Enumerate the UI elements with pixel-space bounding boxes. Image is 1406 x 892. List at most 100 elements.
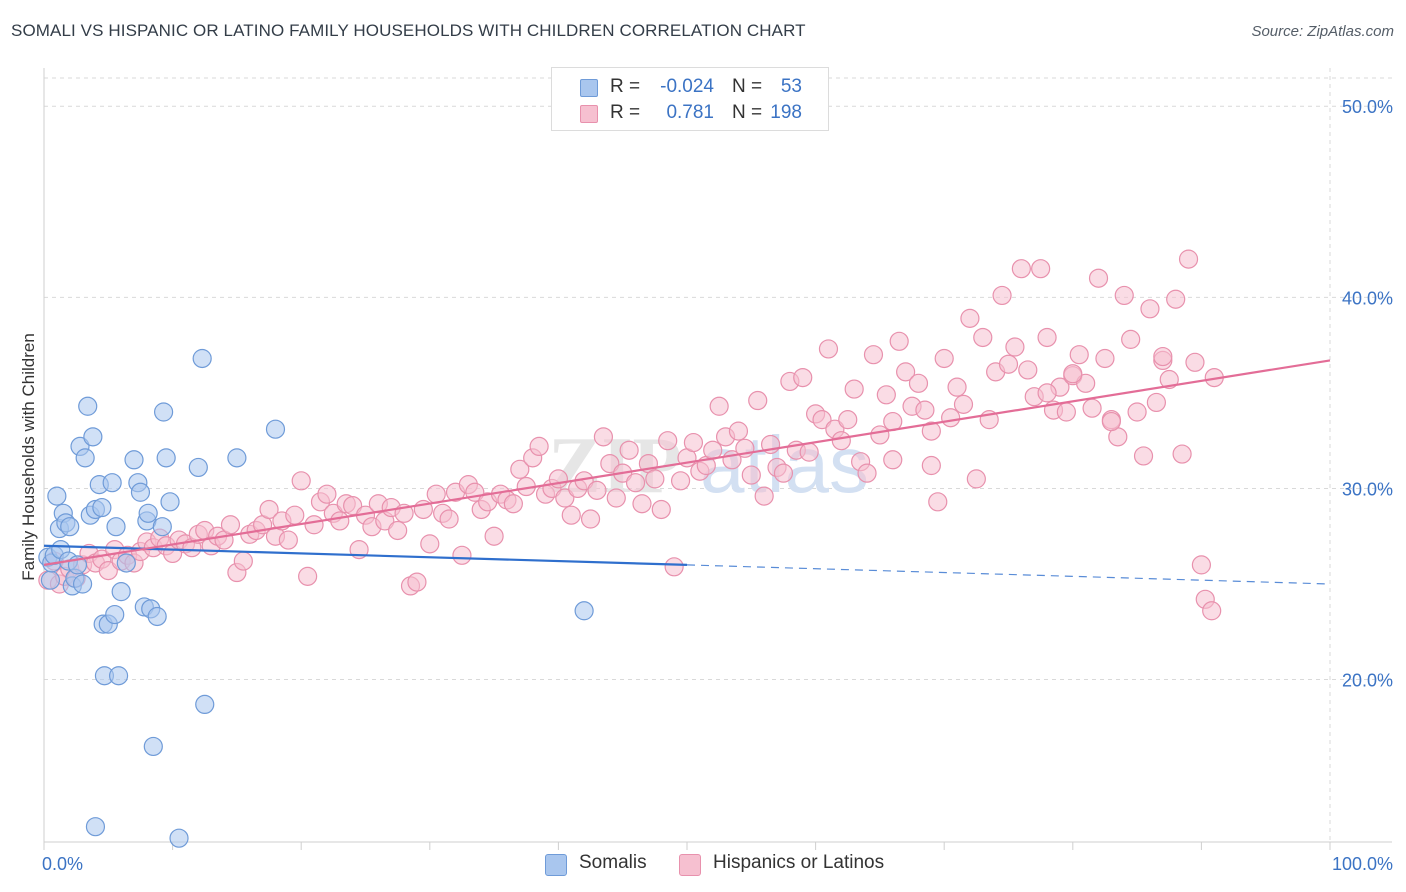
hispanic-point <box>683 432 704 453</box>
hispanic-point <box>992 285 1012 306</box>
hispanic-point <box>799 442 819 462</box>
hispanic-point <box>709 396 729 416</box>
hispanic-point <box>838 410 858 430</box>
hispanic-point <box>1178 249 1199 269</box>
hispanic-point <box>941 408 961 428</box>
legend-n-label: N = <box>732 76 763 97</box>
somali-point <box>152 517 172 537</box>
chart-title: SOMALI VS HISPANIC OR LATINO FAMILY HOUS… <box>11 21 806 40</box>
somali-point <box>106 517 126 537</box>
hispanic-point <box>876 385 896 405</box>
hispanic-point <box>741 465 761 485</box>
hispanic-point <box>619 440 639 460</box>
hispanic-point <box>1153 346 1173 367</box>
hispanic-point <box>670 471 691 491</box>
legend-row-hispanics: R = 0.781 N = 198 <box>552 101 828 127</box>
hispanic-point <box>285 505 305 525</box>
hispanic-point <box>529 436 549 456</box>
trend-lines <box>43 359 1331 585</box>
hispanic-point <box>1011 259 1031 279</box>
hispanic-point <box>934 348 954 369</box>
hispanic-point <box>831 431 851 451</box>
hispanic-point <box>748 390 768 411</box>
hispanic-point <box>1063 364 1083 384</box>
somali-trend-line <box>43 544 688 566</box>
hispanic-point <box>278 530 298 550</box>
hispanic-point <box>1127 402 1147 422</box>
hispanic-point <box>1114 285 1134 306</box>
somali-point <box>108 666 129 686</box>
somali-point <box>40 570 61 590</box>
hispanic-point <box>1191 555 1212 575</box>
legend-swatch-somalis <box>580 79 598 97</box>
legend-n-label: N = <box>732 102 763 123</box>
hispanic-point <box>1146 392 1166 413</box>
hispanic-point <box>259 499 279 520</box>
hispanic-point <box>1076 373 1096 393</box>
hispanic-point <box>484 526 504 546</box>
somali-point <box>124 450 144 470</box>
series-legend: Somalis Hispanics or Latinos <box>0 852 1406 878</box>
hispanic-point <box>953 394 974 414</box>
legend-row-somalis: R = -0.024 N = 53 <box>552 75 828 101</box>
hispanic-series <box>38 249 1224 621</box>
hispanic-point <box>503 494 523 514</box>
series-swatch-hispanics <box>679 854 701 876</box>
hispanic-point <box>407 572 427 592</box>
hispanic-point <box>606 488 626 508</box>
hispanic-point <box>220 515 241 535</box>
somali-point <box>160 492 180 512</box>
somali-point <box>111 582 131 602</box>
hispanic-point <box>889 331 909 351</box>
somali-point <box>147 606 167 627</box>
hispanic-point <box>1069 345 1089 365</box>
hispanic-trend-line <box>43 359 1331 566</box>
y-tick-label: 20.0% <box>1342 671 1393 691</box>
hispanic-point <box>233 551 253 571</box>
somali-point <box>265 419 286 439</box>
hispanic-point <box>818 339 839 359</box>
somali-point <box>102 473 122 493</box>
hispanic-point <box>1018 360 1038 380</box>
y-axis-label: Family Households with Children <box>19 333 38 581</box>
hispanic-point <box>317 484 337 504</box>
hispanic-point <box>1159 369 1179 390</box>
legend-r-label: R = <box>610 102 641 123</box>
hispanic-point <box>452 545 472 565</box>
stats-legend: R = -0.024 N = 53 R = 0.781 N = 198 <box>551 67 829 131</box>
tick-labels: 20.0% 30.0% 40.0% 50.0% 0.0% 100.0% <box>42 97 1393 874</box>
somali-point <box>227 448 247 468</box>
y-tick-label: 30.0% <box>1342 479 1393 499</box>
hispanic-point <box>915 400 935 420</box>
somali-point <box>574 601 594 621</box>
hispanic-point <box>651 499 671 520</box>
hispanic-point <box>632 494 652 514</box>
hispanic-point <box>1185 352 1205 372</box>
hispanic-point <box>1121 329 1141 349</box>
hispanic-point <box>908 373 929 393</box>
hispanic-point <box>883 450 903 470</box>
hispanic-point <box>1133 446 1154 466</box>
hispanic-point <box>304 515 324 535</box>
hispanic-point <box>947 377 967 397</box>
somali-point <box>60 517 80 537</box>
hispanic-point <box>1037 383 1057 403</box>
hispanic-point <box>1088 268 1109 288</box>
somali-point <box>195 694 215 715</box>
hispanic-point <box>812 410 832 430</box>
hispanic-point <box>793 368 813 388</box>
hispanic-point <box>1166 289 1186 309</box>
hispanic-point <box>343 496 363 516</box>
somali-point <box>105 604 125 625</box>
somali-point <box>143 736 163 757</box>
hispanic-point <box>645 469 665 489</box>
hispanic-point <box>330 511 350 531</box>
hispanic-point <box>388 520 408 541</box>
source-label: Source: ZipAtlas.com <box>1251 23 1394 40</box>
somali-point <box>130 482 151 502</box>
series-label-somalis: Somalis <box>579 852 647 873</box>
hispanic-point <box>1031 259 1051 279</box>
hispanic-point <box>844 379 864 399</box>
hispanic-point <box>1082 398 1102 418</box>
hispanic-point <box>966 469 986 489</box>
